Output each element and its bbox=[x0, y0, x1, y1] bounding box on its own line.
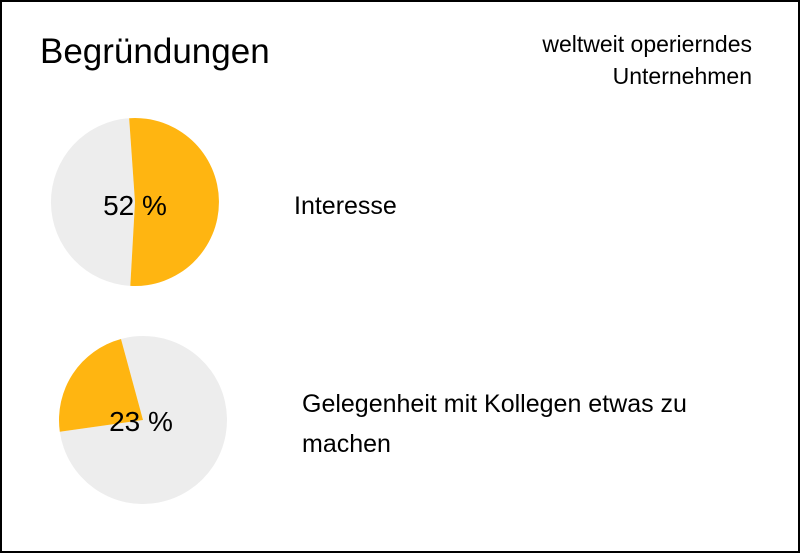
pie-data-label: 23 % bbox=[109, 406, 173, 437]
pie-chart-gelegenheit: 23 % bbox=[59, 336, 228, 505]
category-label-interesse: Interesse bbox=[294, 192, 397, 220]
pie-slice-value bbox=[59, 338, 144, 432]
subtitle-line-2: Unternehmen bbox=[612, 63, 752, 89]
pie-chart-interesse: 52 % bbox=[50, 117, 219, 286]
chart-subtitle: weltweit operierndes Unternehmen bbox=[432, 28, 752, 92]
category-label-gelegenheit: Gelegenheit mit Kollegen etwas zu machen bbox=[302, 390, 687, 458]
pie-slice-remainder bbox=[50, 118, 135, 286]
pie-slice-value bbox=[129, 117, 219, 286]
subtitle-line-1: weltweit operierndes bbox=[542, 31, 752, 57]
pie-slice-remainder bbox=[59, 336, 228, 505]
chart-title: Begründungen bbox=[40, 32, 270, 71]
pie-data-label: 52 % bbox=[103, 190, 167, 221]
